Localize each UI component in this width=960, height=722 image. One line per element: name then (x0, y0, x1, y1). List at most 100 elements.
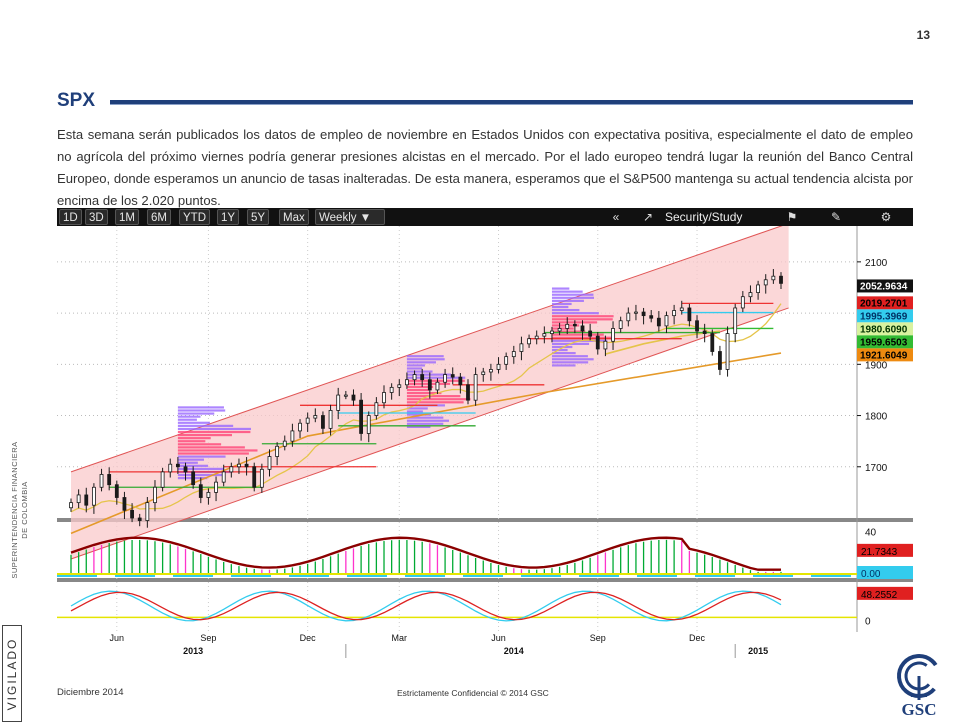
vp-3-bar (551, 352, 576, 355)
vp-2-bar (406, 367, 423, 370)
price-label-4: 1959.6503 (860, 337, 908, 348)
candle-body (267, 456, 272, 470)
candle-body (290, 430, 295, 442)
candle-body (710, 333, 715, 352)
channel-lower-line (70, 307, 789, 560)
vp-2-bar (406, 370, 433, 373)
vp-1-bar (177, 440, 206, 443)
ind1-last2-label: 0.00 (861, 569, 881, 580)
ind2-last-bg (857, 586, 913, 600)
vp-2-bar (406, 379, 465, 382)
price-tick-label: 2100 (865, 258, 888, 269)
vp-1-bar (177, 458, 204, 461)
range-button-max[interactable]: Max (279, 209, 309, 225)
vp-1-bar (177, 449, 258, 452)
range-button-1d[interactable]: 1D (59, 209, 82, 225)
candle-body (695, 320, 699, 332)
gsc-logo: GSC (889, 650, 949, 720)
candle-body (374, 402, 379, 416)
vp-1-bar (177, 424, 234, 427)
candle-body (504, 356, 509, 365)
candle-body (649, 315, 654, 319)
candle-body (664, 315, 669, 327)
range-button-5y[interactable]: 5Y (247, 209, 270, 225)
vp-3-bar (551, 318, 613, 321)
candle-body (389, 386, 394, 393)
candle-body (534, 335, 539, 340)
price-label-0: 2052.9634 (860, 281, 908, 292)
candle-body (237, 463, 241, 468)
candle-body (481, 371, 486, 375)
candle-body (565, 323, 570, 329)
gear-icon[interactable]: ⚙ (880, 210, 892, 224)
vp-2-bar (406, 358, 445, 361)
vp-2-bar (406, 416, 444, 419)
candle-body (679, 307, 684, 311)
vp-2-bar (406, 407, 428, 410)
price-tick-label: 1900 (865, 360, 888, 371)
candle-body (519, 343, 524, 352)
candle-body (733, 307, 738, 334)
vp-3-bar (551, 358, 594, 361)
candle-body (259, 468, 264, 488)
candle-body (473, 374, 478, 401)
vp-1-bar (177, 446, 245, 449)
candle-body (527, 338, 531, 345)
candle-body (366, 415, 371, 434)
candle-body (84, 494, 89, 506)
period-dropdown[interactable]: Weekly ▼ (315, 209, 385, 225)
candle-body (756, 284, 760, 293)
price-chart: 1D 3D 1M 6M YTD 1Y 5Y Max Weekly ▼ « ↗ ⚑ ✎ ⚙ Security/… (57, 208, 913, 632)
chart-toolbar: 1D 3D 1M 6M YTD 1Y 5Y Max Weekly ▼ « ↗ ⚑ ✎ ⚙ Security/… (57, 208, 913, 226)
range-button-1y[interactable]: 1Y (217, 209, 240, 225)
vp-1-bar (177, 433, 232, 437)
vp-2-bar (406, 422, 444, 425)
indicator-2-bg (57, 582, 913, 632)
vp-2-bar (406, 410, 423, 413)
candle-body (198, 484, 203, 498)
ind2-fast-line (70, 590, 782, 622)
vp-2-bar (406, 425, 431, 428)
price-label-5: 1921.6049 (860, 350, 908, 361)
range-button-ytd[interactable]: YTD (179, 209, 210, 225)
candle-body (221, 471, 226, 483)
candle-body (76, 494, 81, 504)
candle-body (397, 384, 402, 388)
collapse-icon[interactable]: « (612, 210, 620, 224)
security-study-button[interactable]: Security/Study (665, 210, 743, 224)
x-tick-label-sep: Sep (200, 633, 216, 643)
year-label-2014: 2014 (504, 646, 524, 656)
candle-body (282, 440, 287, 447)
page-title: SPX (57, 90, 96, 111)
candle-body (160, 471, 165, 488)
flag-icon[interactable]: ⚑ (786, 210, 798, 224)
range-button-3d[interactable]: 3D (85, 209, 108, 225)
price-label-1: 2019.2701 (860, 298, 908, 309)
ind1-last2-bg (857, 566, 913, 579)
candle-body (99, 474, 104, 488)
range-button-6m[interactable]: 6M (147, 209, 171, 225)
gsc-logo-text: GSC (901, 700, 937, 719)
candle-body (114, 484, 119, 498)
candle-body (748, 292, 753, 298)
vp-3-bar (551, 364, 576, 367)
vp-1-bar (177, 473, 224, 477)
candle-body (672, 310, 677, 317)
candle-body (382, 392, 386, 404)
candle-body (542, 333, 547, 337)
candle-body (252, 466, 257, 488)
candle-body (603, 340, 608, 350)
chart-line-icon[interactable]: ↗ (642, 210, 654, 224)
page-number: 13 (916, 28, 930, 42)
edit-icon[interactable]: ✎ (830, 210, 842, 224)
candle-body (511, 351, 516, 358)
vp-2-bar (406, 395, 461, 398)
candle-body (153, 486, 157, 504)
candle-body (69, 502, 73, 509)
vp-2-bar (406, 391, 442, 395)
ma-fast-full-line (70, 303, 782, 513)
vp-1-bar (177, 412, 215, 415)
vp-2-bar (406, 398, 471, 401)
candle-body (313, 415, 318, 419)
range-button-1m[interactable]: 1M (115, 209, 139, 225)
